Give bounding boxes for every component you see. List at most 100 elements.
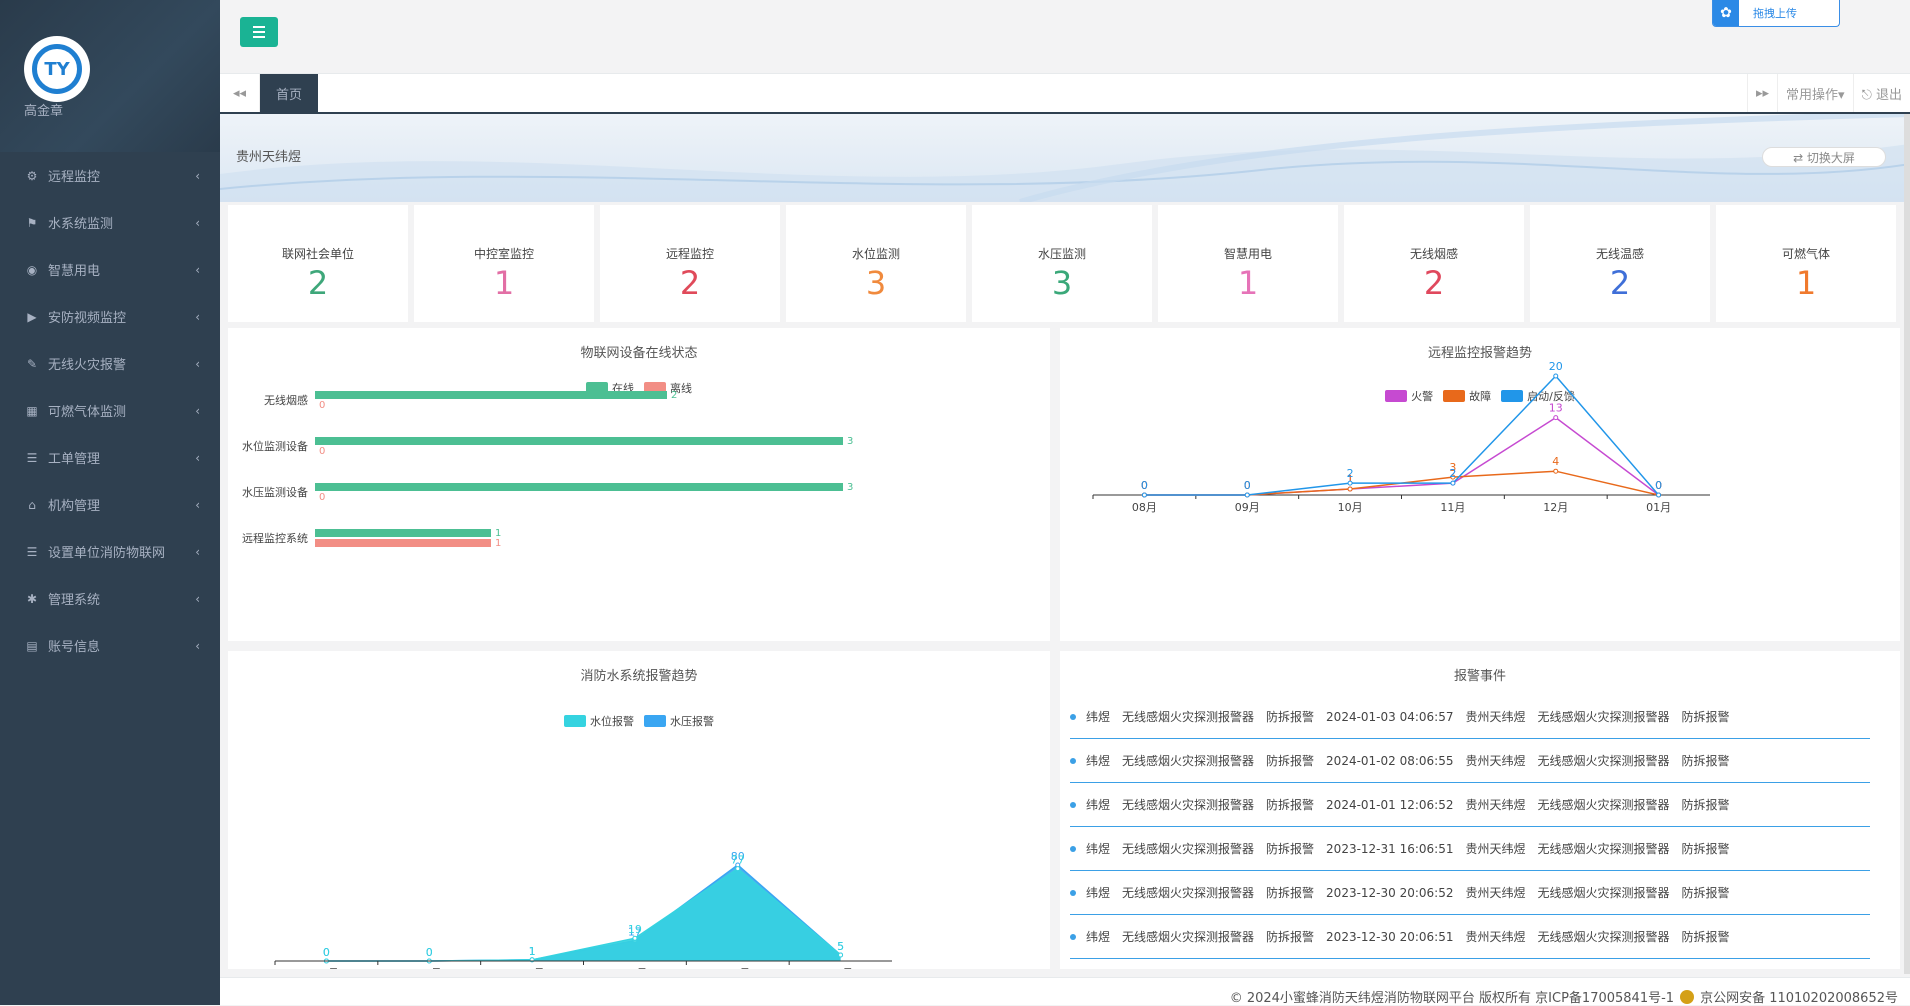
sidebar-item-10[interactable]: ▤ 账号信息 ‹ <box>0 622 220 669</box>
user-name[interactable]: 高金章 <box>24 104 64 119</box>
sidebar-item-0[interactable]: ⚙ 远程监控 ‹ <box>0 152 220 199</box>
event-dev: 无线感烟火灾探测报警器 <box>1537 798 1670 812</box>
event-time: 2023-12-30 20:06:51 <box>1326 929 1454 944</box>
sidebar-item-9[interactable]: ✱ 管理系统 ‹ <box>0 575 220 622</box>
category-label: 远程监控系统 <box>242 531 308 545</box>
bullet-icon <box>1070 757 1076 764</box>
menu-toggle-button[interactable] <box>240 17 278 47</box>
stat-label: 远程监控 <box>665 247 714 261</box>
logout-button[interactable]: ⎋ 退出 <box>1852 74 1910 112</box>
x-tick-label: 01月 <box>828 967 853 969</box>
bar[interactable] <box>315 539 491 547</box>
data-label: 2 <box>1449 467 1456 480</box>
sidebar-item-3[interactable]: ▶ 安防视频监控 ‹ <box>0 293 220 340</box>
event-row[interactable]: 纬煜 无线感烟火灾探测报警器 防拆报警 2023-12-31 16:06:51 贵州天纬… <box>1070 827 1870 871</box>
data-point[interactable] <box>1347 486 1353 492</box>
data-point[interactable] <box>1553 468 1559 474</box>
tab-home[interactable]: 首页 <box>260 74 318 112</box>
data-label: 4 <box>1552 455 1559 468</box>
event-row[interactable]: 纬煜 无线感烟火灾探测报警器 防拆报警 2024-01-03 04:06:57 贵州天纬… <box>1070 695 1870 739</box>
stat-card[interactable]: 可燃气体 1 <box>1716 205 1896 322</box>
event-time: 2024-01-02 08:06:55 <box>1326 753 1454 768</box>
data-label: 3 <box>847 436 853 447</box>
cogs-icon: ⚙ <box>26 168 38 183</box>
stat-card[interactable]: 水压监测 3 <box>972 205 1152 322</box>
logo-icon: TY <box>32 44 82 94</box>
legend-item[interactable]: 火警 <box>1385 388 1433 404</box>
upload-button[interactable]: ✿ 拖拽上传 <box>1712 0 1840 27</box>
bar[interactable] <box>315 391 667 399</box>
profile-area: TY 高金章 <box>0 0 220 152</box>
stat-card[interactable]: 无线温感 2 <box>1530 205 1710 322</box>
bullet-icon <box>1070 845 1076 852</box>
tab-scroll-right-button[interactable]: ▸▸ <box>1746 74 1777 112</box>
stat-card[interactable]: 联网社会单位 2 <box>228 205 408 322</box>
data-point[interactable] <box>1553 415 1559 421</box>
data-label: 0 <box>319 446 325 457</box>
legend-item[interactable]: 水压报警 <box>644 713 714 729</box>
event-row[interactable]: 纬煜 无线感烟火灾探测报警器 防拆报警 2024-01-02 08:06:55 贵州天纬… <box>1070 739 1870 783</box>
bar[interactable] <box>315 529 491 537</box>
x-tick-label: 09月 <box>1235 501 1260 514</box>
data-point[interactable] <box>1450 480 1456 486</box>
tab-scroll-left-button[interactable]: ◂◂ <box>220 74 260 112</box>
data-point[interactable] <box>632 935 638 941</box>
bar[interactable] <box>315 437 843 445</box>
data-point[interactable] <box>1553 373 1559 379</box>
category-label: 无线烟感 <box>264 393 308 407</box>
tab-bar: ◂◂ 首页 ▸▸ 常用操作▾ ⎋ 退出 <box>220 74 1910 114</box>
data-point[interactable] <box>1347 480 1353 486</box>
event-type: 防拆报警 <box>1681 842 1730 856</box>
data-point[interactable] <box>1656 492 1662 498</box>
series-line[interactable] <box>1144 374 1660 496</box>
series-area[interactable] <box>326 868 841 961</box>
sidebar-item-2[interactable]: ◉ 智慧用电 ‹ <box>0 246 220 293</box>
stat-card[interactable]: 中控室监控 1 <box>414 205 594 322</box>
stat-label: 联网社会单位 <box>281 247 354 261</box>
sidebar-item-label: 智慧用电 <box>48 264 101 279</box>
data-point[interactable] <box>838 952 844 958</box>
data-point[interactable] <box>1141 492 1147 498</box>
sidebar-item-5[interactable]: ▦ 可燃气体监测 ‹ <box>0 387 220 434</box>
event-a: 纬煜 <box>1086 710 1111 724</box>
data-point[interactable] <box>735 866 741 872</box>
chevron-left-icon: ‹ <box>195 215 200 230</box>
stat-card[interactable]: 远程监控 2 <box>600 205 780 322</box>
stat-card[interactable]: 水位监测 3 <box>786 205 966 322</box>
bar[interactable] <box>315 483 843 491</box>
organization-title: 贵州天纬煜 <box>236 150 302 165</box>
sidebar-item-7[interactable]: ⌂ 机构管理 ‹ <box>0 481 220 528</box>
sidebar-item-4[interactable]: ✎ 无线火灾报警 ‹ <box>0 340 220 387</box>
common-ops-dropdown[interactable]: 常用操作▾ <box>1777 74 1853 112</box>
event-a: 纬煜 <box>1086 842 1111 856</box>
data-label: 1 <box>495 538 501 549</box>
stat-card[interactable]: 无线烟感 2 <box>1344 205 1524 322</box>
topbar: ✿ 拖拽上传 <box>220 0 1910 74</box>
event-row[interactable]: 纬煜 无线感烟火灾探测报警器 防拆报警 2023-12-30 20:06:52 贵州天纬… <box>1070 871 1870 915</box>
stat-card[interactable]: 智慧用电 1 <box>1158 205 1338 322</box>
data-point[interactable] <box>1450 474 1456 480</box>
data-label: 19 <box>628 923 642 936</box>
police-record-link[interactable]: 京公网安备 11010202008652号 <box>1700 991 1898 1006</box>
event-row[interactable]: 纬煜 无线感烟火灾探测报警器 防拆报警 2024-01-01 12:06:52 贵州天纬… <box>1070 783 1870 827</box>
data-label: 77 <box>731 854 745 867</box>
event-a: 纬煜 <box>1086 798 1111 812</box>
switch-fullscreen-button[interactable]: ⇄ 切换大屏 <box>1762 147 1886 167</box>
data-label: 80 <box>731 850 745 863</box>
sidebar-item-8[interactable]: ☰ 设置单位消防物联网 ‹ <box>0 528 220 575</box>
event-row[interactable]: 纬煜 无线感烟火灾探测报警器 防拆报警 2023-12-30 20:06:51 贵州天纬… <box>1070 915 1870 959</box>
chevron-left-icon: ‹ <box>195 168 200 183</box>
sidebar-item-1[interactable]: ⚑ 水系统监测 ‹ <box>0 199 220 246</box>
legend-item[interactable]: 故障 <box>1443 388 1491 404</box>
legend-item[interactable]: 水位报警 <box>564 713 634 729</box>
data-label: 3 <box>1449 461 1456 474</box>
banner: 贵州天纬煜 ⇄ 切换大屏 <box>220 114 1910 202</box>
panel-title: 消防水系统报警趋势 <box>580 669 698 684</box>
page-scrollbar[interactable] <box>1904 114 1910 974</box>
category-label: 水压监测设备 <box>242 485 308 499</box>
sidebar-item-6[interactable]: ☰ 工单管理 ‹ <box>0 434 220 481</box>
data-label: 1 <box>1347 473 1354 486</box>
avatar[interactable]: TY <box>24 36 90 102</box>
data-point[interactable] <box>1244 492 1250 498</box>
